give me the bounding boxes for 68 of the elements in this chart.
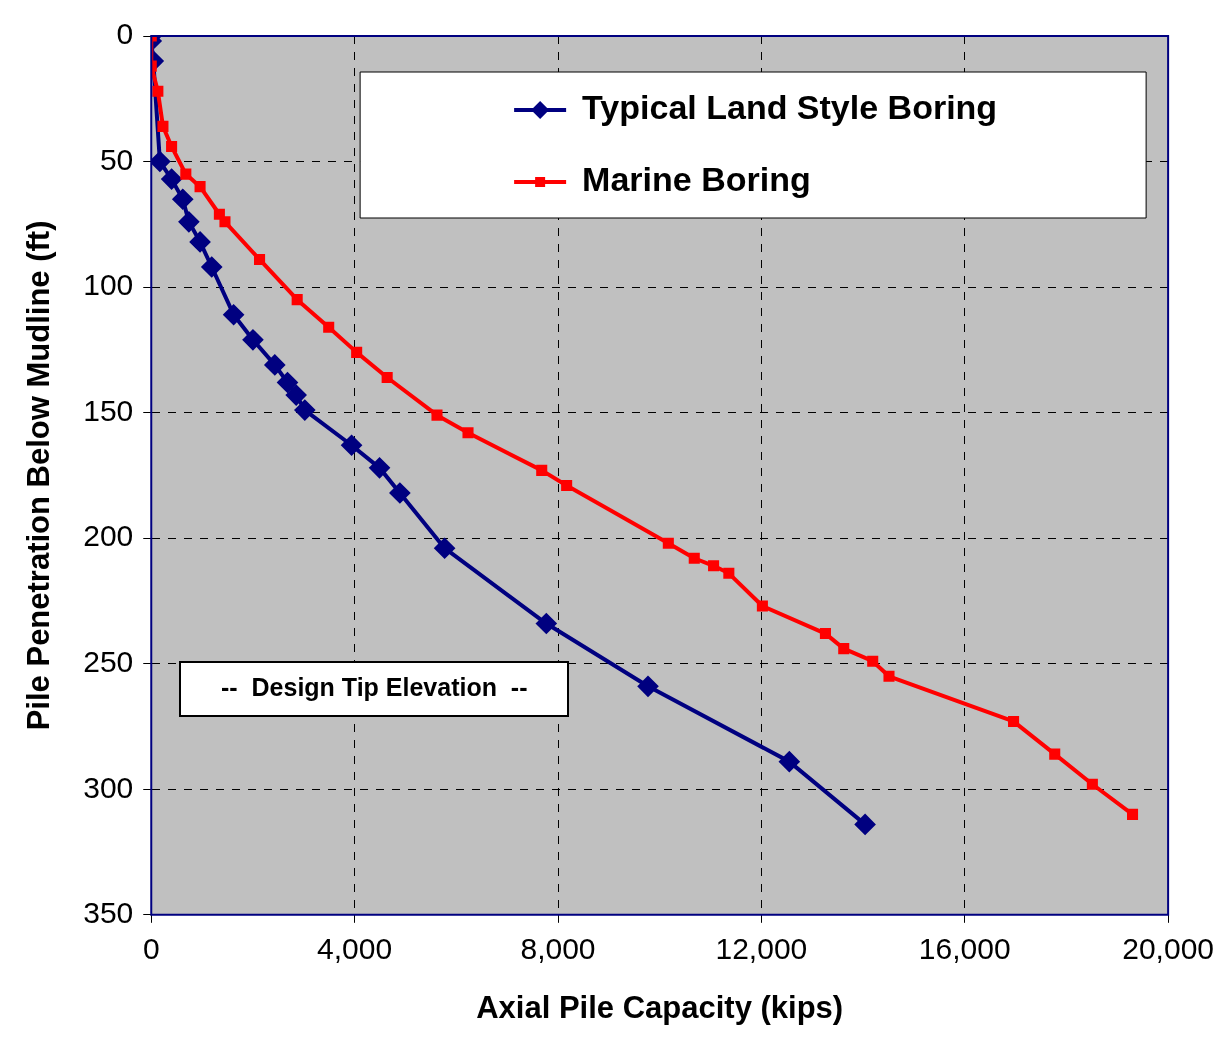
point (264, 354, 285, 375)
point (157, 120, 169, 132)
point (286, 385, 307, 406)
y-tick-label: 100 (83, 268, 134, 302)
legend-label: Typical Land Style Boring (582, 88, 998, 127)
y-tick-label: 50 (99, 142, 134, 176)
y-tick-label: 350 (83, 896, 134, 930)
point (723, 567, 735, 579)
point (708, 560, 720, 572)
point (219, 216, 231, 228)
point (1126, 808, 1139, 820)
x-tick-label: 20,000 (1122, 932, 1214, 966)
legend-label: Marine Boring (582, 160, 811, 199)
point (381, 371, 393, 384)
x-tick-label: 4,000 (317, 932, 393, 966)
point (213, 208, 225, 220)
point (369, 457, 390, 478)
point (389, 482, 410, 503)
point (194, 181, 206, 193)
point (779, 751, 800, 772)
point (838, 643, 850, 655)
point (341, 435, 362, 456)
point (462, 427, 474, 439)
point (662, 537, 674, 549)
point (178, 211, 199, 232)
x-tick-label: 8,000 (520, 932, 596, 966)
y-axis-title: Pile Penetration Below Mudline (ft) (21, 220, 57, 731)
point (883, 670, 895, 682)
point (323, 321, 335, 333)
point (756, 600, 768, 612)
y-tick-label: 300 (83, 770, 134, 804)
point (190, 231, 211, 252)
point (180, 168, 192, 180)
point (536, 464, 548, 476)
point (1008, 715, 1020, 727)
point (151, 151, 170, 172)
x-tick-label: 0 (142, 932, 160, 966)
point (201, 257, 222, 277)
annotation: -- Design Tip Elevation -- (220, 673, 529, 702)
point (434, 538, 455, 559)
y-tick-label: 150 (83, 393, 134, 427)
point (152, 85, 164, 97)
point (431, 409, 443, 421)
point (166, 140, 178, 153)
point (291, 294, 303, 306)
point (172, 189, 193, 210)
point (855, 814, 876, 835)
point (1049, 748, 1061, 760)
point (536, 613, 557, 634)
point (637, 676, 658, 697)
y-tick-label: 0 (116, 17, 134, 51)
x-axis-title: Axial Pile Capacity (kips) (476, 989, 844, 1025)
point (561, 479, 573, 491)
point (242, 329, 263, 350)
point (867, 655, 879, 667)
x-tick-label: 16,000 (918, 932, 1011, 966)
point (294, 400, 315, 421)
x-tick-label: 12,000 (715, 932, 808, 966)
point (277, 372, 298, 393)
point (1086, 778, 1098, 790)
point (161, 169, 182, 190)
point (254, 253, 266, 265)
point (688, 552, 700, 564)
point (351, 346, 363, 358)
y-tick-label: 200 (83, 519, 134, 553)
point (819, 628, 831, 640)
y-tick-label: 250 (83, 644, 134, 678)
point (223, 304, 244, 325)
